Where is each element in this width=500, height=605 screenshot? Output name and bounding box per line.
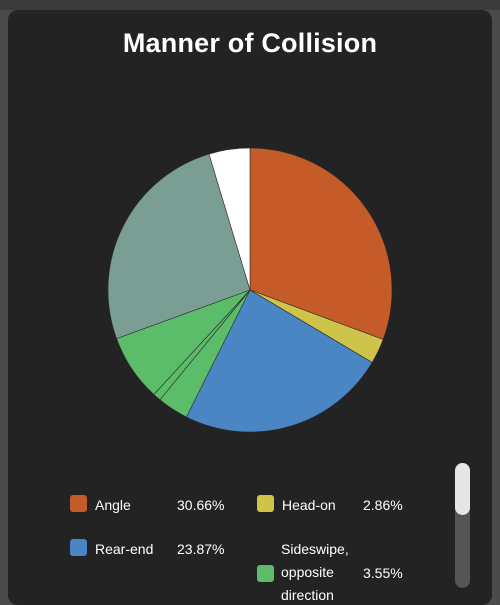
pie-slice-0[interactable] <box>249 147 393 340</box>
legend-label-rear-end: Rear-end <box>95 541 154 557</box>
legend-item-head-on[interactable]: Head-on <box>257 494 336 516</box>
legend-label-sideswipe-line2: opposite <box>281 564 334 580</box>
pie-slice-6[interactable] <box>107 153 251 339</box>
legend-pct-head-on: 2.86% <box>363 497 403 513</box>
legend-swatch-rear-end <box>70 539 87 556</box>
legend-label-sideswipe: Sideswipe, opposite direction <box>281 538 349 605</box>
legend-swatch-sideswipe <box>257 565 274 582</box>
legend-pct-sideswipe: 3.55% <box>363 565 403 581</box>
legend-scrollbar-thumb[interactable] <box>455 463 470 515</box>
pie-slice-7[interactable] <box>208 147 251 291</box>
legend-item-angle[interactable]: Angle <box>70 494 131 516</box>
top-strip <box>0 0 500 10</box>
legend: Angle 30.66% Head-on 2.86% Rear-end 23.8… <box>8 480 468 605</box>
legend-item-rear-end[interactable]: Rear-end <box>70 538 153 560</box>
legend-pct-angle: 30.66% <box>177 497 225 513</box>
legend-label-sideswipe-line3: direction <box>281 587 334 603</box>
legend-label-sideswipe-line1: Sideswipe, <box>281 541 349 557</box>
pie-chart <box>107 147 393 433</box>
legend-swatch-angle <box>70 495 87 512</box>
chart-panel: Manner of Collision Angle 30.66% Head-on… <box>8 10 492 605</box>
legend-pct-rear-end: 23.87% <box>177 541 225 557</box>
pie-slice-2[interactable] <box>186 289 373 433</box>
legend-swatch-head-on <box>257 495 274 512</box>
legend-label-angle: Angle <box>95 497 131 513</box>
legend-label-head-on: Head-on <box>282 497 336 513</box>
legend-item-sideswipe[interactable] <box>257 564 274 582</box>
chart-title: Manner of Collision <box>122 28 378 58</box>
